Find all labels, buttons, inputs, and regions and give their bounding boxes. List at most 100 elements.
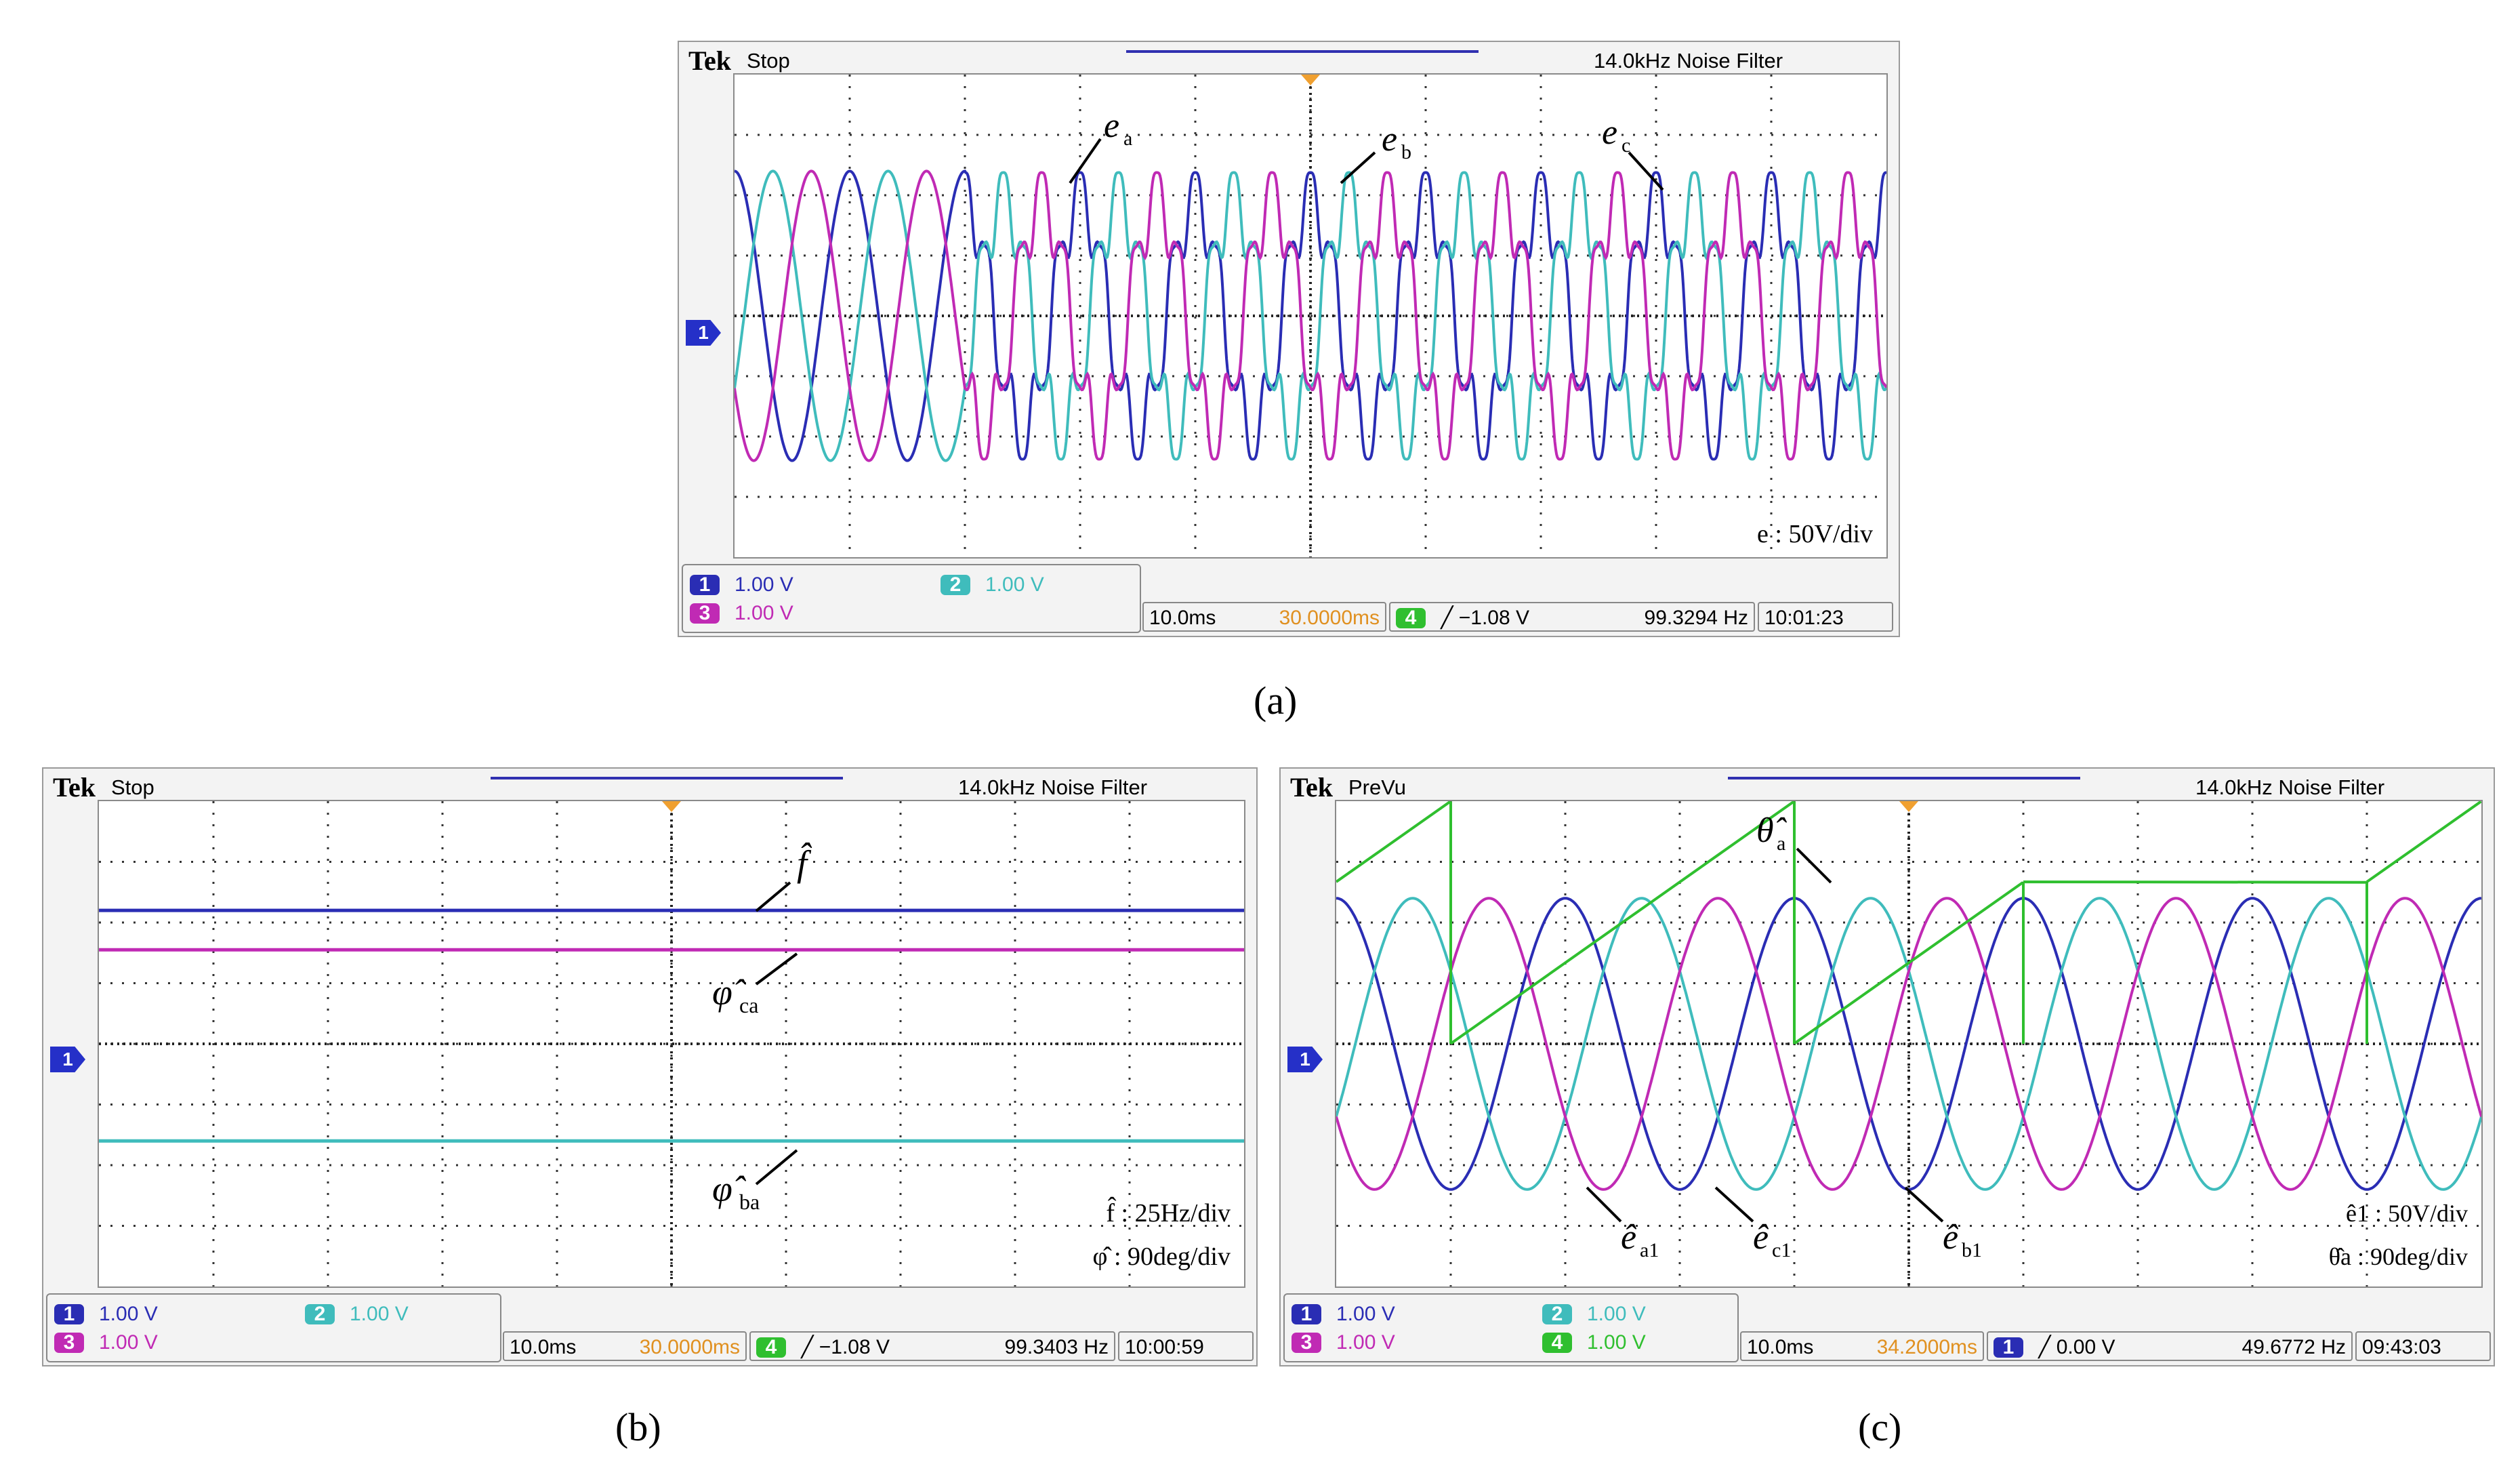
delay: 30.0000ms	[639, 1336, 740, 1358]
label-eb-sub: b	[1401, 141, 1411, 163]
ch1-scale: 1.00 V	[99, 1303, 158, 1325]
oscilloscope-panel-b: Tek Stop 14.0kHz Noise Filter 1 f̂ φ̂ ca φ̂…	[42, 767, 1258, 1366]
trigger-level: ╱ −1.08 V	[1441, 607, 1529, 629]
label-phica-sub: ca	[739, 993, 758, 1017]
timebase-cell: 10.0ms 34.2000ms	[1740, 1331, 1984, 1361]
waveform-ec	[733, 169, 1888, 462]
scale-note-e: e : 50V/div	[1757, 520, 1873, 548]
trigger-cell: 4 ╱ −1.08 V 99.3294 Hz	[1389, 602, 1755, 632]
pointer-ea1	[1586, 1186, 1622, 1223]
channel-box: 1 1.00 V 2 1.00 V 3 1.00 V	[682, 564, 1141, 633]
ch4-scale: 1.00 V	[1587, 1331, 1646, 1354]
acq-state: Stop	[747, 49, 790, 73]
ch1-scale: 1.00 V	[1336, 1303, 1395, 1325]
trigger-channel: 4	[756, 1337, 786, 1358]
frequency: 49.6772 Hz	[2242, 1336, 2346, 1358]
scale-note-theta: θ̂a : 90deg/div	[2329, 1243, 2468, 1270]
scope-footer: 1 1.00 V 2 1.00 V 3 1.00 V 10.0ms 30.0000ms…	[43, 1292, 1256, 1365]
ch3-scale: 1.00 V	[735, 602, 793, 624]
noise-filter-label: 14.0kHz Noise Filter	[2195, 775, 2385, 799]
pointer-ec	[1628, 151, 1664, 191]
label-ec1-sub: c1	[1772, 1239, 1791, 1261]
record-position-bar	[491, 777, 843, 792]
caption-c: (c)	[1858, 1405, 1902, 1449]
trigger-level: ╱ 0.00 V	[2038, 1336, 2115, 1358]
label-f: f̂	[797, 842, 812, 884]
frequency: 99.3403 Hz	[1004, 1336, 1109, 1358]
record-position-bar	[1728, 777, 2080, 792]
trigger-position-icon	[662, 801, 681, 812]
channel-box: 1 1.00 V 2 1.00 V 3 1.00 V 4 1.00 V	[1283, 1293, 1739, 1362]
channel-box: 1 1.00 V 2 1.00 V 3 1.00 V	[46, 1293, 501, 1362]
label-ec1: ê	[1753, 1218, 1769, 1257]
scope-footer: 1 1.00 V 2 1.00 V 3 1.00 V 4 1.00 V 10.0ms 3…	[1281, 1292, 2494, 1365]
label-ec: e	[1602, 113, 1617, 152]
caption-a: (a)	[1254, 678, 1298, 723]
ch3-scale: 1.00 V	[1336, 1331, 1395, 1354]
ch1-scale: 1.00 V	[735, 573, 793, 596]
clock: 10:00:59	[1125, 1336, 1204, 1358]
ch3-scale: 1.00 V	[99, 1331, 158, 1354]
ch1-ground-marker: 1	[686, 320, 721, 346]
scope-header: Tek Stop 14.0kHz Noise Filter	[43, 769, 1256, 803]
brand-label: Tek	[688, 45, 732, 76]
brand-label: Tek	[53, 772, 96, 803]
pointer-ec1	[1714, 1186, 1754, 1223]
pointer-eb1	[1904, 1186, 1944, 1223]
pointer-phiba	[755, 1149, 798, 1186]
acq-state: PreVu	[1348, 775, 1407, 799]
ch2-scale: 1.00 V	[350, 1303, 409, 1325]
clock-cell: 09:43:03	[2355, 1331, 2491, 1361]
record-position-bar	[1126, 50, 1479, 65]
ch1-ground-marker: 1	[50, 1047, 85, 1072]
timebase: 10.0ms	[1747, 1336, 1814, 1358]
delay: 30.0000ms	[1279, 607, 1380, 629]
ch2-scale: 1.00 V	[985, 573, 1044, 596]
timebase-cell: 10.0ms 30.0000ms	[503, 1331, 747, 1361]
scope-header: Tek PreVu 14.0kHz Noise Filter	[1281, 769, 2494, 803]
label-ea: e	[1104, 106, 1119, 145]
clock-cell: 10:01:23	[1758, 602, 1893, 632]
trigger-cell: 1 ╱ 0.00 V 49.6772 Hz	[1987, 1331, 2353, 1361]
pointer-theta	[1796, 847, 1832, 884]
ch1-ground-marker: 1	[1287, 1047, 1323, 1072]
pointer-eb	[1340, 151, 1376, 184]
label-phiba-sub: ba	[739, 1190, 760, 1214]
waveform-screen: θ̂ a ê a1 ê c1 ê b1 ê1 : 50V/div θ̂a : 90deg/div	[1335, 800, 2483, 1288]
scale-note-phi: φ̂ : 90deg/div	[1093, 1242, 1231, 1271]
timebase: 10.0ms	[1149, 607, 1216, 629]
label-ea1-sub: a1	[1640, 1239, 1659, 1261]
trigger-cell: 4 ╱ −1.08 V 99.3403 Hz	[749, 1331, 1115, 1361]
scope-footer: 1 1.00 V 2 1.00 V 3 1.00 V 10.0ms 30.0000ms…	[679, 563, 1899, 636]
noise-filter-label: 14.0kHz Noise Filter	[1594, 49, 1783, 73]
label-eb1: ê	[1943, 1218, 1959, 1257]
scope-header: Tek Stop 14.0kHz Noise Filter	[679, 42, 1899, 76]
label-ea1: ê	[1621, 1218, 1637, 1257]
ch2-scale: 1.00 V	[1587, 1303, 1646, 1325]
scale-note-e1: ê1 : 50V/div	[2346, 1200, 2468, 1227]
label-ea-sub: a	[1123, 127, 1132, 150]
scale-note-f: f̂ : 25Hz/div	[1106, 1197, 1231, 1228]
trigger-position-icon	[1899, 801, 1918, 812]
clock-cell: 10:00:59	[1118, 1331, 1254, 1361]
noise-filter-label: 14.0kHz Noise Filter	[958, 775, 1148, 799]
caption-b: (b)	[615, 1405, 661, 1449]
label-eb: e	[1382, 120, 1397, 159]
waveform-screen: f̂ φ̂ ca φ̂ ba f̂ : 25Hz/div φ̂ : 90deg/div	[98, 800, 1245, 1288]
pointer-ea	[1069, 138, 1102, 184]
trigger-position-icon	[1301, 75, 1320, 85]
pointer-f	[755, 881, 791, 912]
frequency: 99.3294 Hz	[1644, 607, 1748, 629]
acq-state: Stop	[111, 775, 154, 799]
label-eb1-sub: b1	[1962, 1239, 1982, 1261]
oscilloscope-panel-c: Tek PreVu 14.0kHz Noise Filter 1 θ̂ a ê a1 ê…	[1279, 767, 2495, 1366]
plot-a: e a e be ce : 50V/div	[733, 75, 1888, 557]
delay: 34.2000ms	[1876, 1336, 1977, 1358]
waveform-3	[1335, 897, 2483, 1191]
label-theta-sub: a	[1777, 832, 1785, 855]
clock: 10:01:23	[1764, 607, 1844, 629]
trigger-channel: 1	[1994, 1337, 2023, 1358]
